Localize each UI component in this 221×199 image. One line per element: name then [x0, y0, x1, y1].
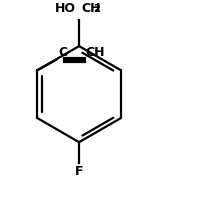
Text: CH: CH [82, 2, 101, 15]
Text: HO: HO [55, 2, 76, 15]
Text: 2: 2 [93, 4, 100, 14]
Text: C: C [59, 46, 68, 59]
Text: CH: CH [86, 46, 105, 59]
Text: F: F [75, 165, 83, 178]
